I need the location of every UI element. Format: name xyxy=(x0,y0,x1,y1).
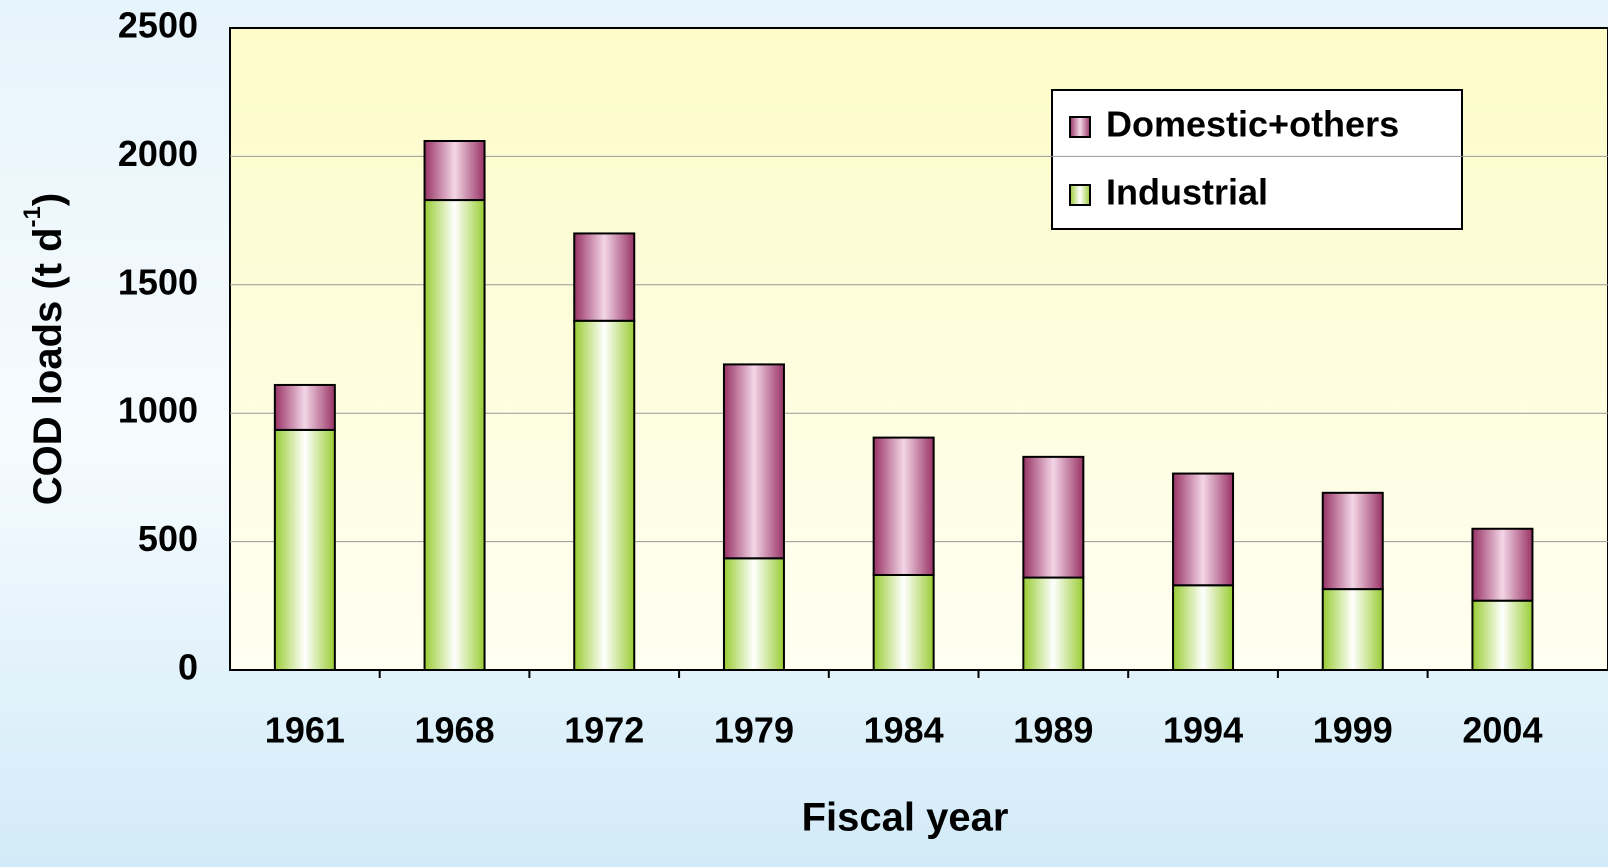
x-tick-label: 1994 xyxy=(1163,710,1243,751)
y-tick-label: 500 xyxy=(138,518,198,559)
x-tick-label: 2004 xyxy=(1462,710,1542,751)
legend-label: Industrial xyxy=(1106,172,1268,213)
y-tick-label: 1500 xyxy=(118,261,198,302)
legend-label: Domestic+others xyxy=(1106,104,1399,145)
bar-segment xyxy=(1172,472,1235,587)
y-axis-title-text: COD loads (t d xyxy=(26,227,70,505)
bar-segment xyxy=(1022,455,1085,579)
bar-segment xyxy=(423,199,486,671)
x-tick-label: 1984 xyxy=(864,710,944,751)
x-tick-label: 1972 xyxy=(564,710,644,751)
bar-segment xyxy=(273,428,336,671)
bar-segment xyxy=(1022,576,1085,671)
y-tick-label: 2500 xyxy=(118,5,198,46)
y-axis-title-end: ) xyxy=(26,193,70,206)
bar-segment xyxy=(872,573,935,672)
x-tick-label: 1999 xyxy=(1313,710,1393,751)
bar-segment xyxy=(872,436,935,576)
x-tick-label: 1968 xyxy=(415,710,495,751)
bar-segment xyxy=(1172,584,1235,671)
y-axis-title-sup: -1 xyxy=(19,206,46,227)
legend xyxy=(1051,89,1463,230)
bar-segment xyxy=(1471,527,1534,602)
x-tick-label: 1979 xyxy=(714,710,794,751)
legend-swatch xyxy=(1069,184,1091,206)
bar-segment xyxy=(1471,599,1534,671)
bar-segment xyxy=(1321,491,1384,591)
bar-segment xyxy=(273,383,336,431)
legend-swatch xyxy=(1069,116,1091,138)
y-tick-label: 1000 xyxy=(118,390,198,431)
y-tick-label: 0 xyxy=(178,647,198,688)
y-tick-label: 2000 xyxy=(118,133,198,174)
bar-segment xyxy=(573,319,636,671)
bar-segment xyxy=(573,232,636,322)
bar-segment xyxy=(722,557,785,671)
bar-segment xyxy=(722,363,785,560)
y-axis-title: COD loads (t d-1) xyxy=(19,193,69,505)
x-axis-title: Fiscal year xyxy=(802,796,1009,840)
bar-segment xyxy=(423,139,486,202)
bar-segment xyxy=(1321,588,1384,671)
x-tick-label: 1961 xyxy=(265,710,345,751)
x-tick-label: 1989 xyxy=(1013,710,1093,751)
